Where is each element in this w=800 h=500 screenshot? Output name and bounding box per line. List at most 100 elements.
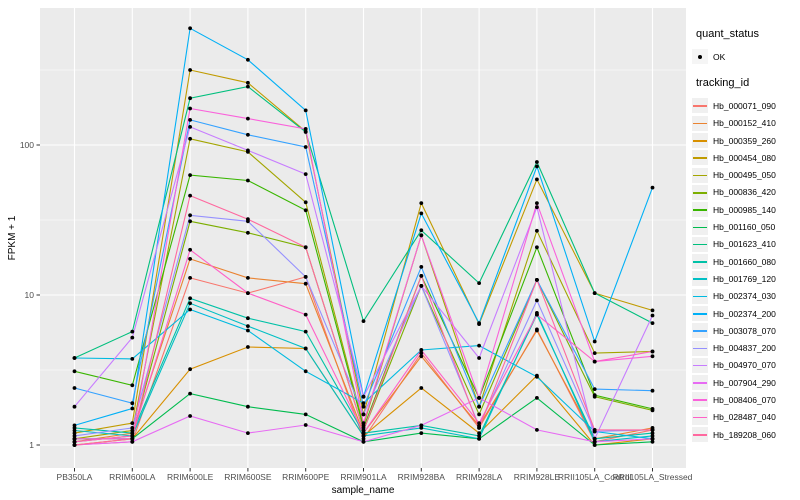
- legend-entry-Hb_000495_050: Hb_000495_050: [692, 166, 798, 183]
- data-point: [592, 443, 597, 447]
- y-axis-title: FPKM + 1: [7, 215, 18, 260]
- legend-entry-Hb_002374_200: Hb_002374_200: [692, 305, 798, 322]
- data-point: [592, 436, 597, 441]
- data-point: [650, 313, 655, 318]
- legend-entry-Hb_000359_260: Hb_000359_260: [692, 132, 798, 149]
- data-point: [188, 247, 193, 252]
- data-point: [130, 335, 135, 340]
- data-point: [592, 359, 597, 364]
- data-point: [72, 356, 77, 360]
- data-point: [246, 345, 250, 349]
- data-point: [188, 367, 193, 372]
- data-point: [650, 354, 655, 359]
- data-point: [477, 434, 481, 438]
- legend-label: Hb_000985_140: [713, 204, 776, 215]
- data-point: [72, 369, 77, 374]
- data-point: [477, 436, 481, 441]
- data-point: [419, 211, 424, 216]
- data-point: [72, 436, 77, 441]
- data-point: [419, 423, 424, 428]
- line-key-icon: [692, 306, 708, 321]
- line-key-icon: [692, 288, 708, 304]
- data-point: [72, 431, 77, 435]
- data-point: [72, 386, 77, 390]
- data-point: [130, 357, 135, 361]
- legend-label: Hb_000836_420: [713, 187, 776, 198]
- data-point: [130, 428, 135, 433]
- data-point: [188, 414, 193, 418]
- line-key-icon: [692, 202, 708, 218]
- data-point: [650, 349, 655, 354]
- legend-entry-Hb_003078_070: Hb_003078_070: [692, 322, 798, 339]
- data-point: [477, 356, 481, 360]
- data-point: [650, 321, 655, 325]
- legend-title-tracking-id: tracking_id: [696, 77, 750, 90]
- data-point: [72, 434, 77, 438]
- data-point: [535, 245, 539, 250]
- line-key-icon: [692, 427, 708, 443]
- line-key-icon: [692, 357, 708, 373]
- legend-entry-Hb_001660_080: Hb_001660_080: [692, 253, 798, 270]
- legend-label: Hb_002374_200: [713, 308, 776, 319]
- data-point: [477, 426, 481, 430]
- data-point: [477, 343, 481, 348]
- legend-entry-Hb_007904_290: Hb_007904_290: [692, 374, 798, 391]
- data-point: [130, 421, 135, 425]
- data-point: [650, 439, 655, 444]
- data-point: [188, 257, 193, 261]
- data-point: [72, 439, 77, 444]
- line-key-icon: [692, 254, 708, 270]
- data-point: [72, 428, 77, 433]
- data-point: [72, 423, 77, 428]
- legend-entry-Hb_001623_410: Hb_001623_410: [692, 236, 798, 253]
- data-point: [246, 230, 250, 235]
- line-key-icon: [692, 219, 708, 235]
- line-key-icon: [692, 133, 708, 149]
- y-tick-label: 100: [20, 140, 34, 150]
- data-point: [535, 201, 539, 206]
- data-point: [650, 428, 655, 432]
- axis-ticks: 1 10 100 PB350LA RRIM600LA RRIM600LE RRIM600SE…: [20, 140, 693, 482]
- data-point: [419, 348, 424, 352]
- data-point: [188, 213, 193, 218]
- data-point: [303, 130, 308, 134]
- data-point: [303, 200, 308, 205]
- data-point: [535, 312, 539, 317]
- data-point: [188, 106, 193, 111]
- data-point: [361, 404, 366, 409]
- data-point: [246, 291, 250, 295]
- data-point: [303, 369, 308, 374]
- data-point: [419, 265, 424, 269]
- x-tick-label: RRIM901LA: [340, 472, 387, 482]
- data-point: [650, 431, 655, 435]
- data-point: [303, 245, 308, 250]
- data-point: [246, 276, 250, 280]
- legend-entry-Hb_000985_140: Hb_000985_140: [692, 201, 798, 218]
- data-point: [188, 391, 193, 396]
- data-point: [303, 172, 308, 177]
- data-point: [535, 160, 539, 164]
- legend-entry-Hb_028487_040: Hb_028487_040: [692, 409, 798, 426]
- data-point: [188, 136, 193, 141]
- legend-label: Hb_003078_070: [713, 325, 776, 336]
- x-tick-label: RRIM928BA: [398, 472, 446, 482]
- data-point: [477, 321, 481, 325]
- data-point: [246, 316, 250, 321]
- x-tick-label: RRIM600LE: [167, 472, 214, 482]
- legend-label: Hb_189208_060: [713, 429, 776, 440]
- data-point: [188, 118, 193, 122]
- data-point: [303, 145, 308, 149]
- data-point: [535, 328, 539, 333]
- data-point: [650, 185, 655, 190]
- data-point: [188, 26, 193, 31]
- data-point: [419, 354, 424, 359]
- x-tick-label: RRIM928LA: [456, 472, 503, 482]
- legend-entry-Hb_000836_420: Hb_000836_420: [692, 184, 798, 201]
- data-point: [592, 439, 597, 444]
- data-point: [361, 431, 366, 435]
- data-point: [303, 275, 308, 279]
- data-point: [361, 436, 366, 441]
- data-point: [535, 278, 539, 282]
